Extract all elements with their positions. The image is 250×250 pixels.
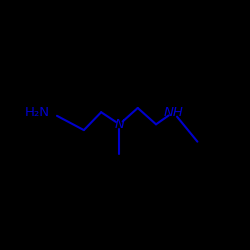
Text: NH: NH	[164, 106, 183, 119]
Text: H₂N: H₂N	[25, 106, 50, 119]
Text: N: N	[114, 118, 124, 131]
